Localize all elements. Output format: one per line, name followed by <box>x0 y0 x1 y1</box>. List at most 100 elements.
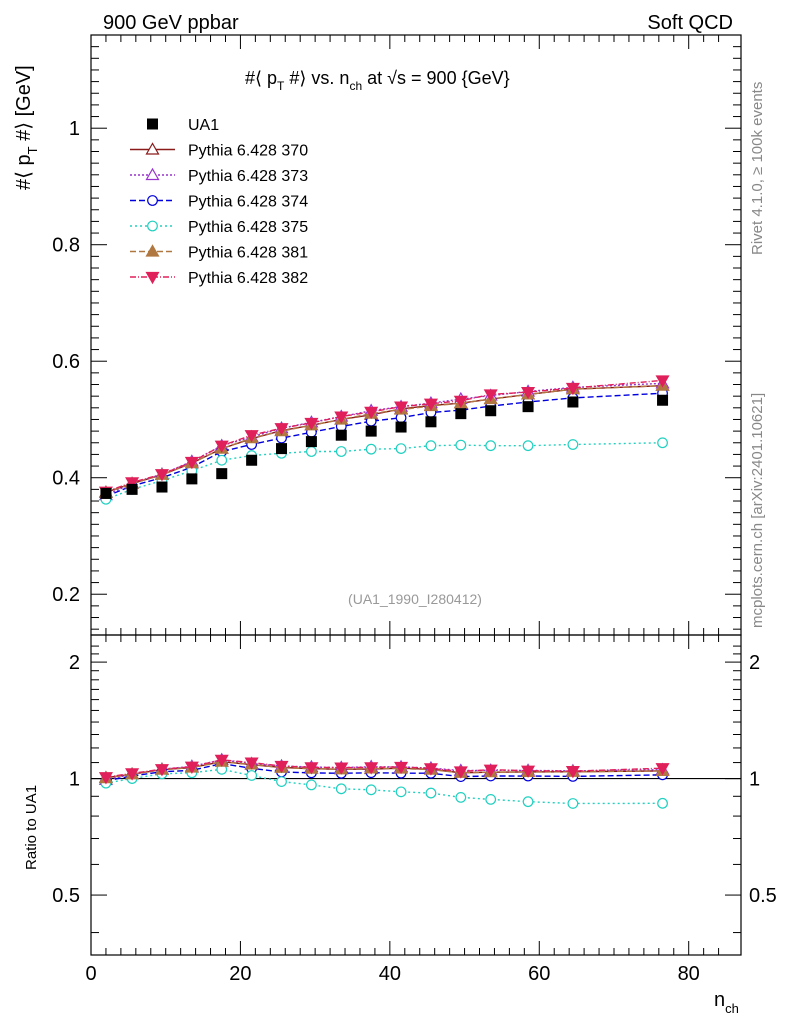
reference-label: (UA1_1990_I280412) <box>348 591 482 607</box>
legend-marker-1 <box>145 167 160 181</box>
ratio-marker-5 <box>334 762 349 775</box>
data-point-ua1 <box>485 405 497 417</box>
ratio-marker-5 <box>214 754 229 768</box>
main-ylabel: #⟨ pT #⟩ [GeV] <box>13 65 40 190</box>
series-marker-3 <box>365 443 377 455</box>
series-marker-3 <box>335 446 347 457</box>
y-tick-label: 0.6 <box>52 351 80 373</box>
legend-marker-5 <box>145 271 160 285</box>
ratio-marker-3 <box>306 779 317 791</box>
series-marker-3 <box>425 440 437 452</box>
ratio-line-5 <box>105 759 663 778</box>
ratio-marker-5 <box>304 762 319 775</box>
data-point-ua1 <box>455 408 467 420</box>
data-point-ua1 <box>276 443 288 455</box>
x-tick-label: 20 <box>229 963 251 985</box>
ratio-marker-3 <box>455 791 467 803</box>
data-point-ua1 <box>186 473 198 485</box>
series-marker-3 <box>455 439 467 451</box>
legend-label-3: Pythia 6.428 375 <box>188 219 308 236</box>
legend-label-5: Pythia 6.428 382 <box>188 270 308 287</box>
ratio-marker-5 <box>154 764 170 777</box>
series-marker-5 <box>125 477 140 490</box>
data-point-ua1 <box>567 396 579 408</box>
data-point-ua1 <box>216 468 228 480</box>
series-line-5 <box>105 379 663 493</box>
ratio-marker-3 <box>335 783 347 795</box>
header-left: 900 GeV ppbar <box>103 12 239 34</box>
ratio-marker-3 <box>395 786 407 798</box>
ratio-marker-3 <box>522 796 534 808</box>
ratio-marker-5 <box>423 763 438 776</box>
data-point-ua1 <box>657 394 669 406</box>
y-tick-label: 0.8 <box>52 235 80 257</box>
series-marker-3 <box>522 440 534 452</box>
ratio-marker-5 <box>565 766 580 779</box>
series-marker-3 <box>216 454 228 466</box>
series-marker-5 <box>334 411 349 424</box>
series-marker-5 <box>214 440 229 453</box>
ratio-plot-frame <box>90 634 742 956</box>
data-point-ua1 <box>156 481 168 493</box>
data-point-ua1 <box>365 425 377 437</box>
ratio-marker-5 <box>184 761 199 774</box>
ratio-marker-3 <box>485 793 497 805</box>
ratio-marker-3 <box>425 787 437 799</box>
header-right: Soft QCD <box>647 12 733 34</box>
ratio-marker-5 <box>274 760 289 774</box>
data-point-ua1 <box>305 436 317 448</box>
ratio-marker-3 <box>246 770 258 781</box>
legend-label-0: Pythia 6.428 370 <box>188 143 308 160</box>
x-tick-label: 40 <box>379 963 401 985</box>
series-line-3 <box>105 442 663 500</box>
series-marker-5 <box>565 382 580 396</box>
ratio-y-tick-label: 2 <box>69 652 80 674</box>
y-tick-label: 1 <box>69 118 80 140</box>
side-label-rivet: Rivet 4.1.0, ≥ 100k events <box>749 82 766 255</box>
data-point-ua1 <box>126 483 138 495</box>
series-marker-5 <box>655 375 670 388</box>
ratio-y-tick-label-right: 0.5 <box>749 885 777 907</box>
ratio-marker-5 <box>655 763 670 776</box>
series-marker-3 <box>485 440 497 452</box>
ratio-marker-3 <box>276 776 287 787</box>
ratio-y-tick-label-right: 2 <box>749 652 760 674</box>
ratio-marker-3 <box>365 784 377 796</box>
ratio-y-tick-label: 0.5 <box>52 885 80 907</box>
series-marker-5 <box>304 417 319 431</box>
legend-label-1: Pythia 6.428 373 <box>188 168 308 185</box>
legend-marker-4 <box>145 244 160 257</box>
ratio-y-tick-label-right: 1 <box>749 769 760 791</box>
ratio-marker-3 <box>657 797 668 809</box>
series-marker-3 <box>395 443 407 454</box>
ratio-marker-5 <box>521 765 536 778</box>
main-title: #⟨ pT #⟩ vs. nch at √s = 900 {GeV} <box>245 68 510 93</box>
ratio-marker-5 <box>394 761 409 775</box>
series-marker-5 <box>184 456 199 470</box>
series-marker-5 <box>483 389 498 402</box>
series-marker-3 <box>306 446 317 457</box>
legend-label-4: Pythia 6.428 381 <box>188 245 308 262</box>
ratio-y-tick-label: 1 <box>69 769 80 791</box>
series-marker-3 <box>567 439 579 450</box>
ratio-ylabel: Ratio to UA1 <box>23 785 40 870</box>
ratio-marker-5 <box>483 764 498 777</box>
y-tick-label: 0.2 <box>52 584 80 606</box>
ratio-marker-5 <box>453 766 468 779</box>
ratio-marker-5 <box>364 762 379 775</box>
data-point-ua1 <box>335 429 347 441</box>
series-marker-5 <box>364 406 379 420</box>
ratio-marker-5 <box>244 757 259 770</box>
ratio-marker-5 <box>98 772 113 785</box>
x-axis-label: nch <box>714 989 739 1016</box>
series-marker-5 <box>423 398 438 411</box>
x-tick-label: 80 <box>678 963 700 985</box>
data-point-ua1 <box>522 401 534 413</box>
series-marker-5 <box>154 469 170 482</box>
legend-marker-0 <box>145 142 160 155</box>
series-marker-5 <box>453 395 468 409</box>
series-marker-5 <box>274 423 289 436</box>
legend-label-ua1: UA1 <box>188 117 219 134</box>
ratio-line-3 <box>105 768 663 805</box>
